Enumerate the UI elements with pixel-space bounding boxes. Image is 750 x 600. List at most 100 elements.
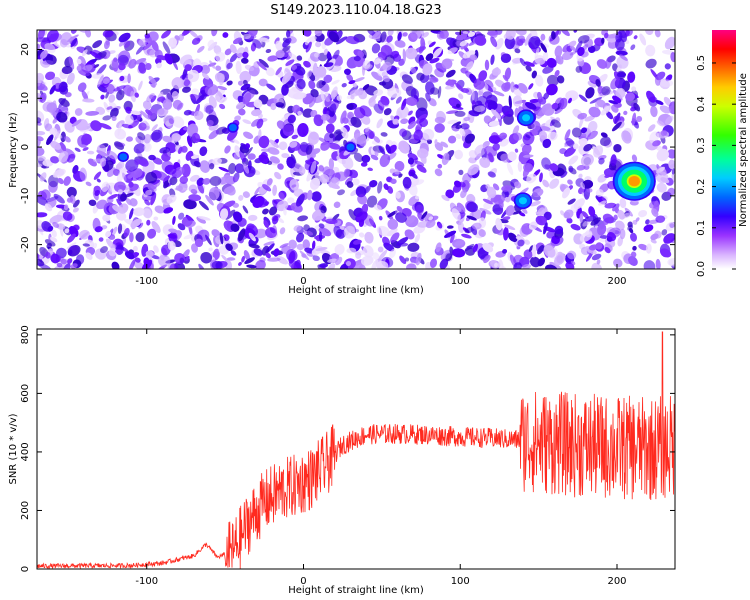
heatmap-cell	[494, 262, 498, 268]
y-tick-label: 0	[20, 144, 31, 150]
heatmap-cell	[590, 217, 601, 226]
heatmap-cell	[378, 81, 387, 86]
heatmap-cell	[211, 30, 218, 37]
heatmap-cell	[345, 36, 360, 45]
heatmap-cell	[502, 216, 511, 221]
heatmap-cell	[217, 85, 228, 91]
heatmap-cell	[546, 83, 558, 96]
heatmap-cell	[382, 75, 390, 83]
heatmap-cell	[581, 133, 587, 139]
heatmap-cell	[97, 84, 108, 93]
heatmap-cell	[514, 35, 526, 46]
heatmap-cell	[223, 185, 235, 195]
y-tick-label: 0	[20, 566, 31, 572]
heatmap-cell	[441, 194, 450, 202]
heatmap-cell	[208, 129, 219, 140]
heatmap-cell	[50, 111, 59, 117]
heatmap-cell	[540, 126, 551, 131]
heatmap-cell	[72, 199, 80, 208]
heatmap-cell	[270, 102, 277, 111]
heatmap-cell	[444, 230, 457, 238]
heatmap-cell	[345, 260, 352, 267]
heatmap-cell	[251, 109, 262, 117]
heatmap-cell	[314, 52, 320, 58]
heatmap-cell	[667, 257, 675, 267]
heatmap-cell	[181, 145, 188, 153]
heatmap-cell	[148, 75, 157, 86]
heatmap-cell	[183, 233, 197, 240]
heatmap-cell	[352, 82, 357, 88]
heatmap-cell	[85, 252, 93, 260]
heatmap-cell	[368, 94, 377, 104]
heatmap-cell	[77, 82, 87, 92]
heatmap-cell	[613, 258, 623, 268]
heatmap-cell	[430, 258, 437, 268]
heatmap-cell	[462, 50, 476, 59]
heatmap-cell	[189, 174, 200, 182]
heatmap-cell	[96, 199, 108, 210]
y-tick-label: 800	[20, 325, 31, 344]
heatmap-cell	[447, 47, 458, 55]
heatmap-cell	[551, 102, 559, 110]
heatmap-cell	[181, 216, 193, 227]
heatmap-cell	[219, 208, 229, 220]
heatmap-cell	[318, 137, 327, 143]
heatmap-cell	[82, 49, 88, 57]
heatmap-cell	[190, 154, 200, 159]
heatmap-cell	[186, 135, 193, 148]
heatmap-cell	[638, 209, 648, 218]
heatmap-cell	[212, 248, 220, 261]
heatmap-cell	[633, 35, 638, 40]
heatmap-cell	[151, 129, 163, 143]
heatmap-cell	[179, 54, 193, 65]
heatmap-cell	[281, 245, 291, 255]
heatmap-cell	[62, 211, 73, 221]
heatmap-cell	[318, 223, 325, 229]
heatmap-cell	[487, 100, 498, 111]
heatmap-cell	[319, 174, 329, 184]
heatmap-cell	[517, 82, 528, 94]
heatmap-cell	[437, 163, 443, 169]
heatmap-cell	[543, 92, 550, 100]
heatmap-cell	[82, 243, 90, 247]
heatmap-cell	[504, 67, 511, 80]
heatmap-cell	[116, 89, 125, 101]
heatmap-cell	[96, 178, 101, 183]
heatmap-cell	[571, 127, 582, 138]
heatmap-cell	[380, 132, 388, 137]
heatmap-cell	[541, 103, 555, 116]
heatmap-cell	[557, 75, 565, 84]
heatmap-cell	[123, 227, 130, 238]
heatmap-cell	[386, 228, 398, 237]
heatmap-cell	[659, 105, 671, 114]
heatmap-cell	[543, 222, 548, 235]
heatmap-cell	[525, 102, 537, 110]
heatmap-cell	[138, 158, 149, 167]
heatmap-cell	[179, 257, 185, 264]
heatmap-cell	[425, 219, 436, 229]
heatmap-cell	[514, 48, 521, 54]
heatmap-cell	[37, 147, 45, 157]
heatmap-cell	[394, 160, 405, 172]
heatmap-cell	[258, 78, 268, 87]
heatmap-cell	[90, 120, 102, 132]
heatmap-cell	[503, 226, 509, 241]
heatmap-cell	[310, 160, 317, 174]
heatmap-cell	[486, 186, 497, 199]
heatmap-cell	[275, 40, 283, 52]
heatmap-cell	[422, 63, 433, 76]
heatmap-cell	[631, 86, 637, 92]
heatmap-cell	[117, 189, 123, 195]
snr-series-line	[37, 331, 675, 569]
heatmap-cell	[371, 71, 383, 81]
heatmap-cell	[258, 58, 269, 68]
heatmap-cell	[67, 258, 73, 264]
heatmap-cell	[238, 261, 242, 266]
heatmap-cell	[129, 198, 138, 207]
heatmap-hotspot	[630, 177, 639, 185]
heatmap-cell	[542, 138, 552, 149]
heatmap-cell	[537, 244, 545, 255]
x-tick-label: 100	[451, 276, 470, 287]
heatmap-cell	[194, 238, 204, 247]
heatmap-cell	[234, 115, 242, 121]
